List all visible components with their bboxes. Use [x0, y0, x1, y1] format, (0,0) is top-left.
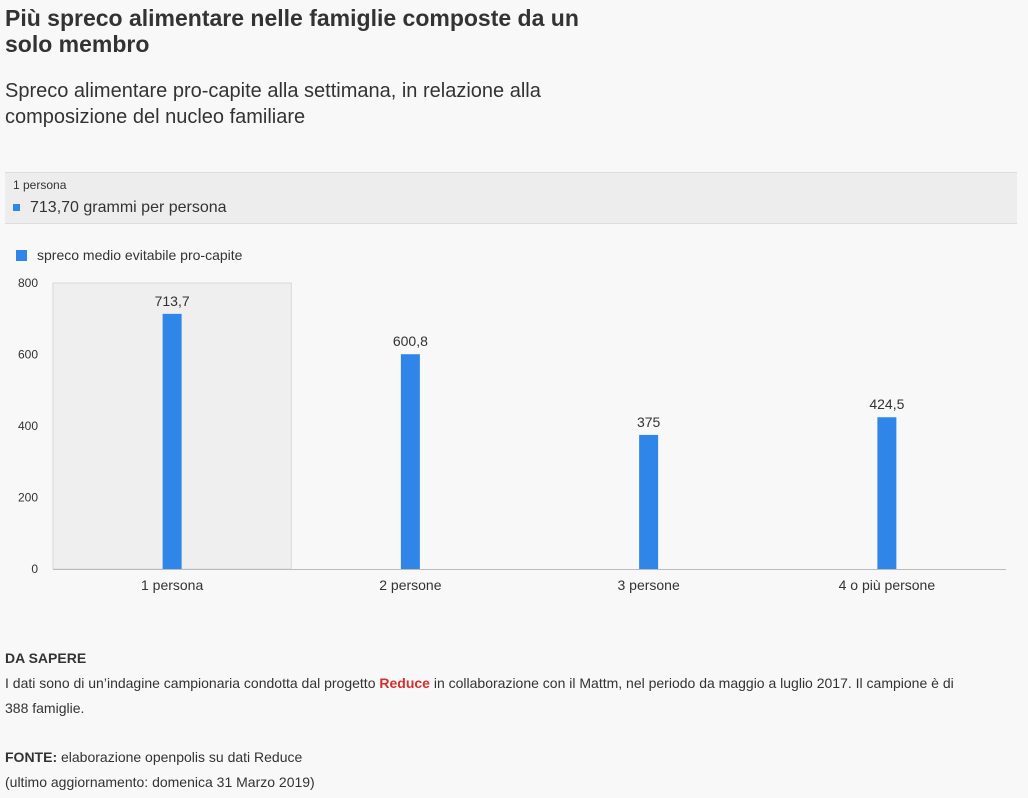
y-tick-label: 800: [18, 276, 38, 290]
source-line: FONTE: elaborazione openpolis su dati Re…: [5, 745, 965, 770]
x-tick-label: 2 persone: [379, 577, 441, 593]
bar-chart: 0 200 400 600 800 713,7 1 persona 600,8 2 person…: [18, 276, 1006, 593]
x-tick-label: 4 o più persone: [839, 577, 936, 593]
notes-heading: DA SAPERE: [5, 650, 87, 666]
legend[interactable]: spreco medio evitabile pro-capite: [16, 247, 242, 263]
data-label: 424,5: [869, 396, 904, 412]
notes-text-after: in collaborazione con il Mattm, nel peri…: [5, 675, 954, 716]
notes-body: I dati sono di un’indagine campionaria c…: [5, 671, 965, 721]
source-label: FONTE:: [5, 749, 58, 765]
legend-label: spreco medio evitabile pro-capite: [37, 247, 243, 263]
last-updated: (ultimo aggiornamento: domenica 31 Marzo…: [5, 774, 315, 790]
x-tick-label: 1 persona: [141, 577, 203, 593]
data-label: 600,8: [393, 333, 428, 349]
bar: [400, 354, 420, 569]
tooltip-panel: 1 persona 713,70 grammi per persona: [5, 172, 1017, 224]
legend-swatch: [16, 250, 27, 261]
x-tick-label: 3 persone: [617, 577, 679, 593]
bar: [639, 434, 659, 569]
tooltip-category: 1 persona: [13, 178, 67, 192]
y-tick-label: 400: [18, 419, 38, 433]
chart-subtitle: Spreco alimentare pro-capite alla settim…: [5, 80, 541, 128]
notes-text-before: I dati sono di un’indagine campionaria c…: [5, 675, 380, 691]
y-tick-label: 200: [18, 491, 38, 505]
data-label: 713,7: [155, 293, 190, 309]
source-text: elaborazione openpolis su dati Reduce: [57, 749, 303, 765]
data-label: 375: [637, 414, 661, 430]
y-tick-label: 0: [31, 562, 38, 576]
y-tick-label: 600: [18, 348, 38, 362]
tooltip-value: 713,70 grammi per persona: [30, 199, 227, 216]
bar: [162, 313, 182, 569]
notes-section: DA SAPERE I dati sono di un’indagine cam…: [5, 646, 965, 795]
bar: [877, 417, 897, 569]
reduce-link[interactable]: Reduce: [379, 675, 430, 691]
chart-title: Più spreco alimentare nelle famiglie com…: [5, 5, 579, 57]
tooltip-series-marker: [13, 204, 20, 211]
